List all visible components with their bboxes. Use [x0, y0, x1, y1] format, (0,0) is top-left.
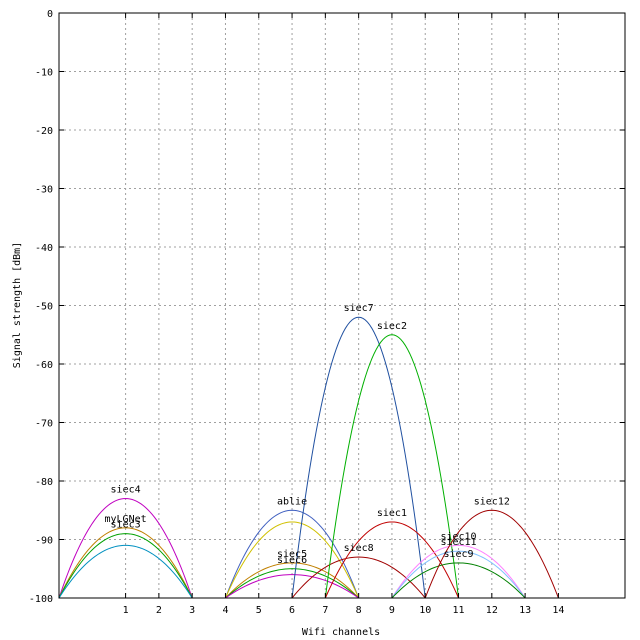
series-curves — [58, 316, 559, 599]
series-label: siec10 — [440, 531, 476, 542]
series-label: siec1 — [377, 508, 407, 519]
series-label: siec2 — [377, 321, 407, 332]
series-curve — [391, 544, 526, 599]
x-tick-label: 4 — [222, 605, 228, 616]
series-curve — [324, 521, 459, 599]
x-tick-label: 5 — [256, 605, 262, 616]
x-tick-label: 2 — [156, 605, 162, 616]
series-curve — [58, 498, 193, 599]
series-curve — [225, 574, 359, 599]
series-label: ablie — [277, 496, 307, 507]
x-tick-label: 6 — [289, 605, 295, 616]
y-tick-label: 0 — [47, 9, 53, 20]
series-curve — [424, 509, 559, 599]
y-tick-label: -40 — [35, 243, 53, 254]
series-curve — [391, 562, 526, 599]
y-axis-ticks: 0 -10 -20 -30 -40 -50 -60 -70 -80 -90 -100 — [29, 9, 625, 605]
series-curve — [291, 556, 426, 599]
series-label: siec9 — [443, 549, 473, 560]
x-axis-title: Wifi channels — [302, 627, 380, 638]
x-tick-label: 12 — [486, 605, 498, 616]
x-tick-label: 13 — [519, 605, 531, 616]
y-tick-label: -20 — [35, 126, 53, 137]
y-tick-label: -90 — [35, 536, 53, 547]
y-tick-label: -10 — [35, 68, 53, 79]
y-tick-label: -60 — [35, 360, 53, 371]
y-tick-label: -70 — [35, 419, 53, 430]
series-curve — [225, 562, 360, 599]
x-tick-label: 1 — [123, 605, 129, 616]
x-axis-ticks: 1 2 3 4 5 6 7 8 9 10 11 12 13 14 — [123, 13, 564, 616]
y-tick-label: -30 — [35, 185, 53, 196]
x-tick-label: 14 — [552, 605, 564, 616]
series-curve — [225, 509, 360, 599]
series-curve — [58, 533, 193, 599]
x-tick-label: 7 — [322, 605, 328, 616]
series-label: siec12 — [474, 496, 510, 507]
series-curve — [225, 568, 359, 599]
y-tick-label: -100 — [29, 594, 53, 605]
series-label: siec5 — [277, 549, 307, 560]
series-curve — [225, 521, 360, 599]
series-label: siec6 — [277, 555, 307, 566]
y-axis-title: Signal strength [dBm] — [12, 242, 23, 368]
y-tick-label: -80 — [35, 477, 53, 488]
grid — [59, 12, 625, 599]
series-curve — [391, 550, 526, 599]
series-curve — [58, 544, 193, 599]
series-curve — [291, 316, 426, 599]
x-tick-label: 11 — [453, 605, 465, 616]
series-label: siec7 — [344, 303, 374, 314]
series-curve — [58, 527, 193, 599]
series-label: siec4 — [111, 485, 141, 496]
series-label: siec11 — [440, 537, 476, 548]
series-label: myLGNet — [105, 514, 147, 525]
series-label: siec8 — [344, 543, 374, 554]
x-tick-label: 3 — [189, 605, 195, 616]
y-tick-label: -50 — [35, 302, 53, 313]
series-label: siec3 — [111, 520, 141, 531]
x-tick-label: 9 — [389, 605, 395, 616]
x-tick-label: 8 — [356, 605, 362, 616]
series-curve — [324, 334, 460, 599]
series-labels: siec4myLGNetsiec3abliesiec5siec6siec7sie… — [105, 303, 510, 566]
x-tick-label: 10 — [419, 605, 431, 616]
